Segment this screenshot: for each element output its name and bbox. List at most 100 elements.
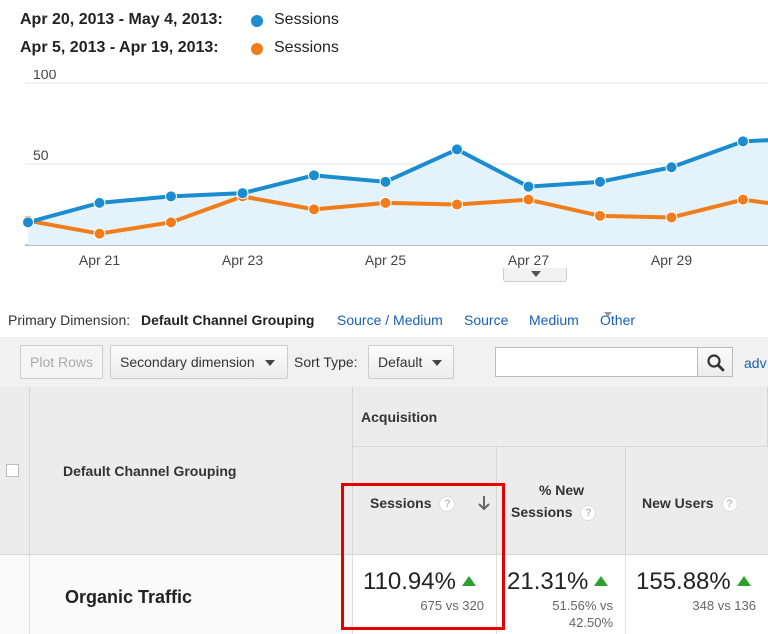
dimension-link-medium[interactable]: Medium: [529, 312, 579, 328]
table-row-label-cell[interactable]: Organic Traffic: [30, 555, 353, 634]
data-point: [165, 216, 177, 229]
plot-rows-button[interactable]: Plot Rows: [20, 345, 103, 379]
sessions-header: Sessions?: [370, 495, 456, 513]
dimension-link-source-medium[interactable]: Source / Medium: [337, 312, 443, 328]
sort-type-dropdown[interactable]: Default: [368, 345, 454, 379]
row-name: Organic Traffic: [65, 587, 193, 607]
table-search-input[interactable]: [495, 347, 698, 377]
data-point: [308, 203, 320, 216]
new-users-header: New Users?: [642, 495, 738, 513]
sort-type-value: Default: [378, 354, 423, 370]
new-users-change-value: 155.88%: [636, 568, 731, 595]
y-tick-label: 50: [33, 147, 49, 163]
dimension-header-label: Default Channel Grouping: [63, 463, 237, 479]
data-point: [737, 193, 749, 206]
data-point: [522, 180, 535, 193]
pct-new-detail-1: 51.56% vs: [552, 598, 613, 613]
sessions-header-label: Sessions: [370, 495, 432, 511]
sessions-column-header[interactable]: Sessions?: [353, 447, 497, 555]
sessions-detail: 675 vs 320: [420, 598, 484, 613]
sessions-line-chart: 100 50 Apr 21 Apr 23 Apr 25 Apr 27 Apr 29: [22, 70, 768, 268]
data-point: [236, 187, 249, 200]
chevron-down-icon: [531, 271, 541, 277]
arrow-up-icon: [736, 575, 751, 586]
y-tick-label: 100: [33, 70, 57, 82]
data-point: [665, 211, 678, 224]
select-all-checkbox[interactable]: [6, 464, 19, 477]
new-users-detail: 348 vs 136: [692, 598, 756, 613]
pct-new-line2: Sessions: [511, 504, 573, 520]
pct-new-sessions-column-header[interactable]: % New Sessions?: [497, 447, 626, 555]
data-point: [737, 135, 749, 148]
help-icon[interactable]: ?: [580, 505, 597, 522]
data-point: [22, 216, 34, 229]
arrow-up-icon: [461, 575, 476, 586]
legend-dot-blue: [251, 15, 263, 27]
legend-date-range: Apr 5, 2013 - Apr 19, 2013:: [20, 39, 219, 56]
data-point: [522, 193, 535, 206]
data-table: Default Channel Grouping Acquisition Ses…: [0, 387, 768, 634]
dimension-column-header[interactable]: Default Channel Grouping: [30, 387, 353, 555]
chart-collapse-toggle[interactable]: [503, 268, 567, 282]
help-icon[interactable]: ?: [439, 496, 456, 513]
legend-previous-period: Apr 5, 2013 - Apr 19, 2013: Sessions: [20, 39, 380, 61]
data-point: [165, 190, 177, 203]
data-point: [451, 198, 463, 211]
new-users-change: 155.88%: [636, 568, 751, 596]
legend-metric: Sessions: [274, 39, 339, 56]
sort-type-label: Sort Type:: [294, 354, 358, 370]
series-line: [27, 138, 768, 225]
data-point: [451, 143, 463, 156]
chevron-down-icon: [604, 312, 612, 317]
pct-new-detail-2: 42.50%: [568, 615, 613, 630]
data-point: [379, 196, 392, 209]
data-point: [594, 175, 606, 188]
search-button[interactable]: [697, 347, 733, 377]
chevron-down-icon: [432, 360, 443, 367]
legend-metric: Sessions: [274, 11, 339, 28]
data-point: [93, 196, 106, 209]
sessions-change-value: 110.94%: [363, 568, 456, 595]
x-tick-label: Apr 21: [79, 252, 120, 268]
acquisition-group-header: Acquisition: [353, 387, 768, 447]
chevron-down-icon: [264, 360, 275, 367]
new-users-column-header[interactable]: New Users?: [626, 447, 768, 555]
pct-new-line1: % New: [538, 482, 585, 498]
pct-new-change: 21.31%: [507, 568, 609, 596]
pct-new-header: Sessions?: [511, 504, 597, 522]
help-icon[interactable]: ?: [721, 496, 738, 513]
x-tick-label: Apr 23: [222, 252, 263, 268]
highlight-box: [341, 483, 505, 630]
data-point: [93, 227, 106, 240]
series-line: [27, 194, 768, 236]
x-tick-label: Apr 29: [651, 252, 692, 268]
data-point: [665, 161, 678, 174]
pct-new-sessions-cell: 21.31% 51.56% vs 42.50%: [497, 555, 626, 634]
primary-dimension-label: Primary Dimension:: [8, 312, 131, 328]
select-column-header: [0, 387, 30, 555]
secondary-dimension-dropdown[interactable]: Secondary dimension: [110, 345, 288, 379]
legend-current-period: Apr 20, 2013 - May 4, 2013: Sessions: [20, 11, 380, 33]
legend-date-range: Apr 20, 2013 - May 4, 2013:: [20, 11, 223, 28]
data-point: [379, 175, 392, 188]
series-area: [28, 140, 768, 245]
pct-new-change-value: 21.31%: [507, 568, 589, 595]
dimension-link-source[interactable]: Source: [464, 312, 509, 328]
legend-dot-orange: [251, 43, 263, 55]
new-users-cell: 155.88% 348 vs 136: [626, 555, 768, 634]
sort-descending-icon[interactable]: [478, 495, 490, 511]
arrow-up-icon: [594, 575, 609, 586]
search-icon: [707, 354, 725, 372]
acquisition-label: Acquisition: [361, 409, 438, 425]
primary-dimension-current: Default Channel Grouping: [141, 312, 315, 328]
table-toolbar: Plot Rows Secondary dimension Sort Type:…: [0, 337, 768, 387]
data-point: [308, 169, 320, 182]
advanced-filter-link[interactable]: adv: [744, 355, 767, 371]
sessions-cell: 110.94% 675 vs 320: [353, 555, 497, 634]
new-users-header-label: New Users: [642, 495, 714, 511]
secondary-dimension-label: Secondary dimension: [120, 354, 255, 370]
x-tick-label: Apr 25: [365, 252, 406, 268]
row-select-cell: [0, 555, 30, 634]
data-point: [594, 209, 606, 222]
x-tick-label: Apr 27: [508, 252, 549, 268]
